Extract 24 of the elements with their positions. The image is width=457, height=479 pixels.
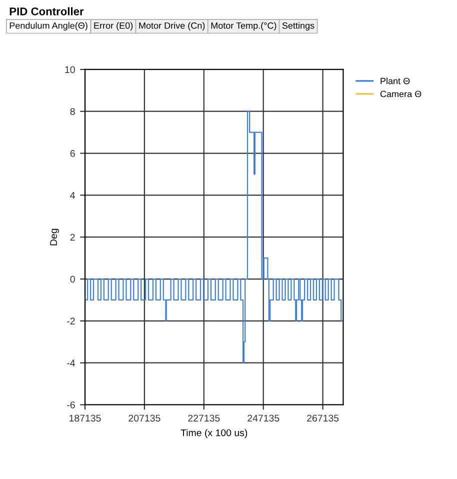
x-tick-label: 247135 xyxy=(248,414,280,422)
text: Motor Temp.(°C) xyxy=(211,22,276,31)
x-tick-label: 187135 xyxy=(70,414,101,422)
chart-title: PID Controller xyxy=(10,7,84,16)
text: Error (E0) xyxy=(94,22,133,31)
y-tick-label: 8 xyxy=(70,108,75,115)
y-tick-label: -4 xyxy=(67,360,75,366)
y-tick-label: 10 xyxy=(65,66,75,74)
y-tick-label: 6 xyxy=(70,150,75,157)
y-tick-label: 0 xyxy=(70,276,75,283)
text: Motor Drive (Cn) xyxy=(139,22,205,31)
legend-label: Plant Θ xyxy=(380,78,410,84)
x-tick-label: 267135 xyxy=(307,414,339,422)
text: Settings xyxy=(282,22,314,31)
y-tick-label: 4 xyxy=(70,192,75,199)
y-tick-label: -6 xyxy=(67,401,75,408)
x-axis-title: Time (x 100 us) xyxy=(180,429,248,438)
y-tick-label: -2 xyxy=(67,318,75,324)
x-tick-label: 207135 xyxy=(128,414,160,422)
y-tick-label: 2 xyxy=(70,234,75,241)
text: Pendulum Angle(Θ) xyxy=(10,22,88,31)
legend-label: Camera Θ xyxy=(380,90,422,98)
x-tick-label: 227135 xyxy=(188,414,220,422)
y-axis-title: Deg xyxy=(50,228,59,246)
